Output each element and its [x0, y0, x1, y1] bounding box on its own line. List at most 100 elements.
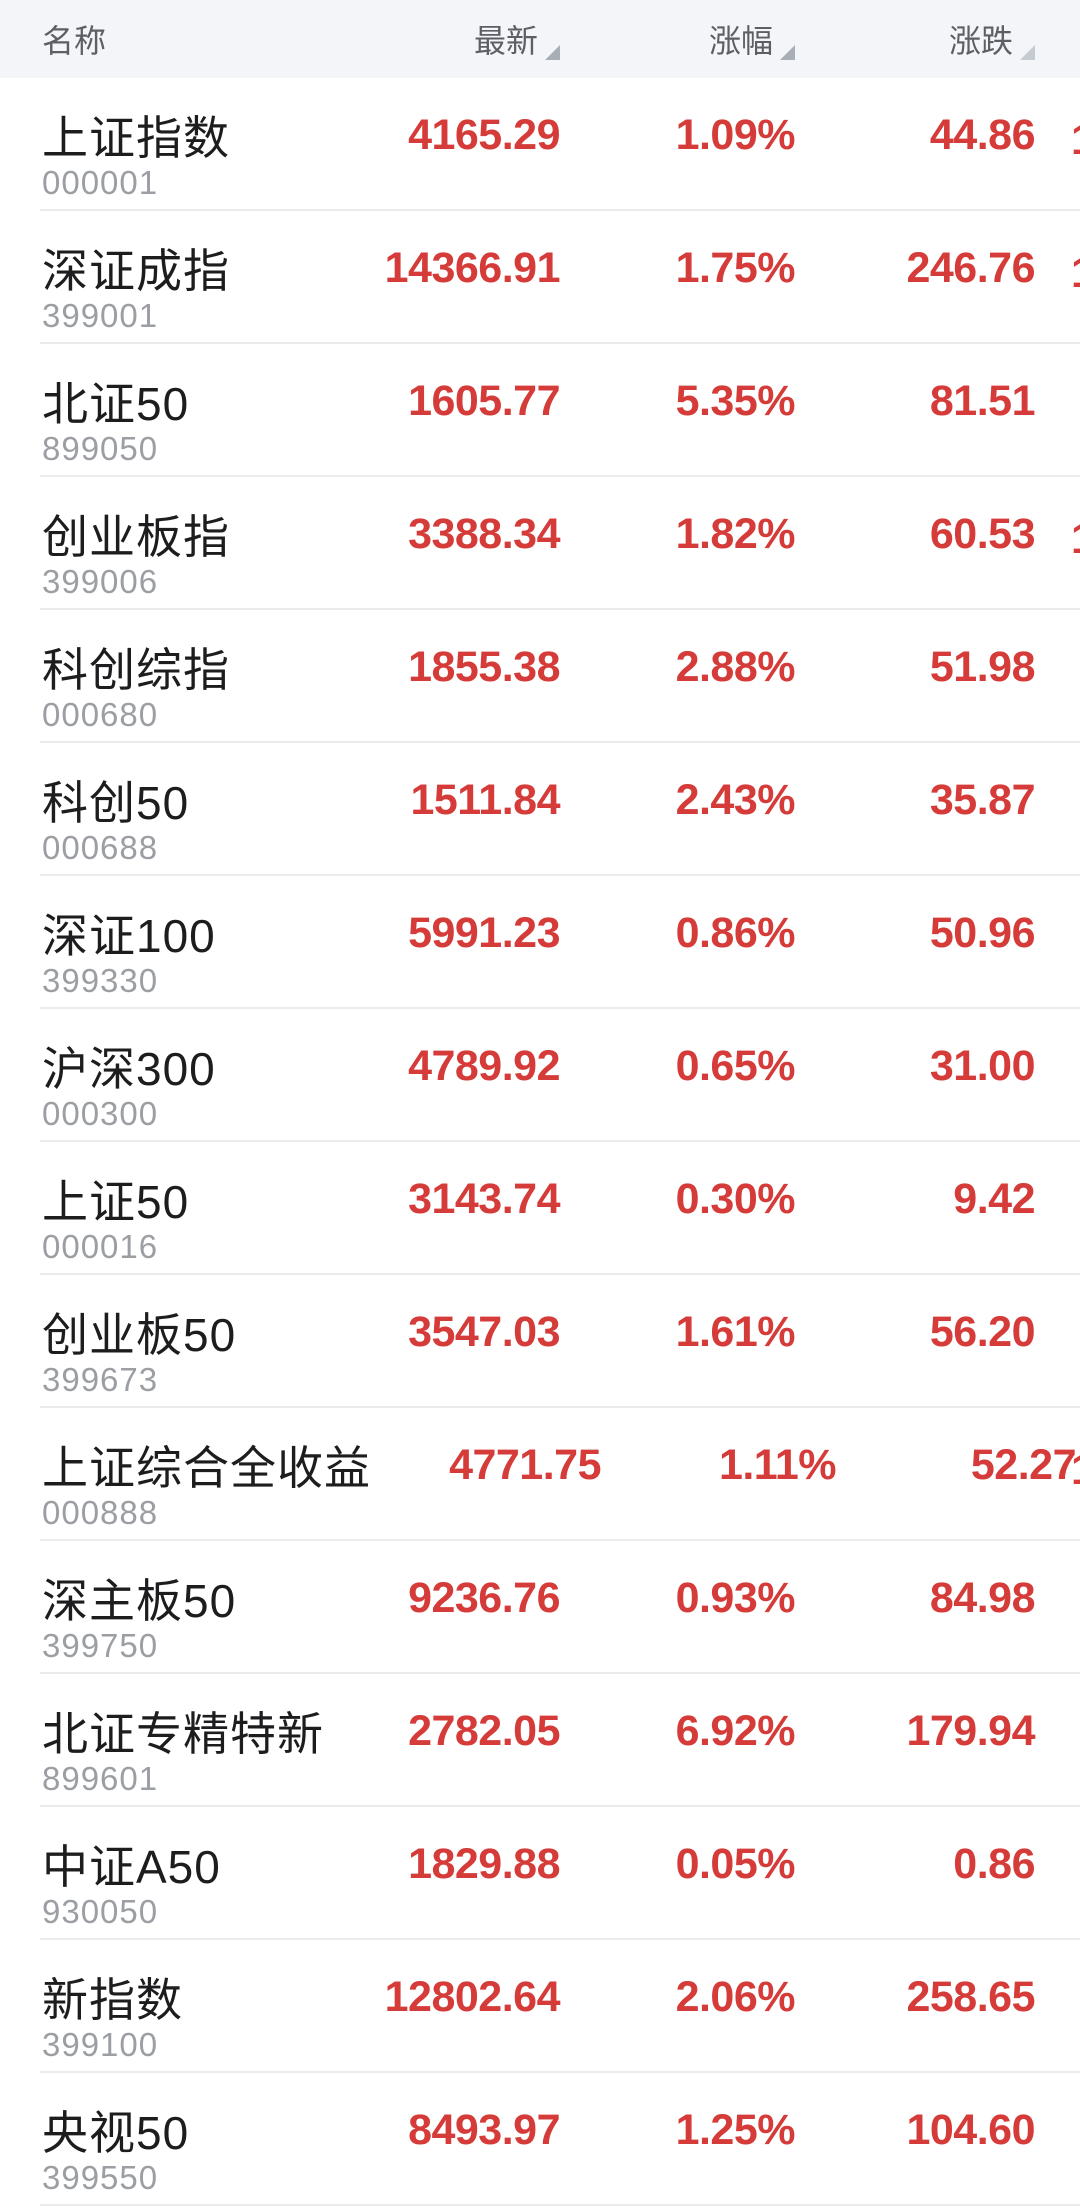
last-price: 3547.03	[408, 1307, 560, 1356]
index-row[interactable]: 科创50 000688 1511.84 2.43% 35.87	[0, 743, 1080, 876]
change-percent: 0.65%	[675, 1041, 796, 1090]
index-code: 399673	[42, 1361, 159, 1398]
change-amount: 56.20	[929, 1307, 1036, 1356]
index-code: 399100	[42, 2026, 159, 2063]
index-row[interactable]: 创业板指 399006 3388.34 1.82% 60.53 1	[0, 477, 1080, 610]
clipped-next-column-digit: 1	[1071, 116, 1080, 164]
change-amount: 31.00	[929, 1041, 1036, 1090]
index-row[interactable]: 央视50 399550 8493.97 1.25% 104.60	[0, 2073, 1080, 2206]
index-code: 000300	[42, 1095, 159, 1132]
index-code: 899050	[42, 430, 159, 467]
index-name: 上证50	[42, 1176, 190, 1228]
index-row[interactable]: 上证指数 000001 4165.29 1.09% 44.86 1	[0, 78, 1080, 211]
table-header: 名称 最新 涨幅 涨跌	[0, 0, 1080, 78]
change-percent: 0.05%	[675, 1839, 796, 1888]
index-name: 科创50	[42, 777, 190, 829]
change-percent: 0.30%	[675, 1174, 796, 1223]
index-row[interactable]: 上证综合全收益 000888 4771.75 1.11% 52.27 1	[0, 1408, 1080, 1541]
change-amount: 50.96	[929, 908, 1036, 957]
last-price: 9236.76	[408, 1573, 560, 1622]
index-name: 沪深300	[42, 1043, 216, 1095]
index-name: 央视50	[42, 2107, 190, 2159]
last-price: 4789.92	[408, 1041, 560, 1090]
index-name: 北证专精特新	[42, 1708, 324, 1760]
change-percent: 1.61%	[675, 1307, 796, 1356]
change-amount: 84.98	[929, 1573, 1036, 1622]
index-code: 399550	[42, 2159, 159, 2196]
clipped-next-column-digit: 1	[1071, 515, 1080, 563]
change-percent: 2.06%	[675, 1972, 796, 2021]
index-row[interactable]: 科创综指 000680 1855.38 2.88% 51.98	[0, 610, 1080, 743]
column-header-name-label: 名称	[42, 23, 107, 59]
index-name: 创业板50	[42, 1309, 237, 1361]
index-list: 上证指数 000001 4165.29 1.09% 44.86 1 深证成指 3…	[0, 78, 1080, 2206]
last-price: 4771.75	[449, 1440, 601, 1489]
last-price: 2782.05	[408, 1706, 560, 1755]
index-row[interactable]: 上证50 000016 3143.74 0.30% 9.42	[0, 1142, 1080, 1275]
index-row[interactable]: 深主板50 399750 9236.76 0.93% 84.98	[0, 1541, 1080, 1674]
index-row[interactable]: 沪深300 000300 4789.92 0.65% 31.00	[0, 1009, 1080, 1142]
change-percent: 1.25%	[675, 2105, 796, 2154]
last-price: 3143.74	[408, 1174, 560, 1223]
change-amount: 44.86	[929, 110, 1036, 159]
change-amount: 52.27	[970, 1440, 1077, 1489]
last-price: 3388.34	[408, 509, 560, 558]
column-header-last[interactable]: 最新	[330, 16, 560, 62]
last-price: 14366.91	[384, 243, 561, 292]
change-amount: 9.42	[953, 1174, 1035, 1223]
sort-triangle-icon	[780, 45, 795, 60]
last-price: 8493.97	[408, 2105, 560, 2154]
change-amount: 0.86	[953, 1839, 1035, 1888]
index-name: 新指数	[42, 1974, 183, 2026]
index-code: 930050	[42, 1893, 159, 1930]
index-code: 899601	[42, 1760, 159, 1797]
sort-triangle-icon	[1020, 45, 1035, 60]
index-name: 深主板50	[42, 1575, 237, 1627]
change-percent: 1.75%	[675, 243, 796, 292]
change-percent: 0.86%	[675, 908, 796, 957]
index-name: 中证A50	[42, 1841, 221, 1893]
sort-triangle-icon	[545, 45, 560, 60]
clipped-next-column-digit: 1	[1071, 249, 1080, 297]
index-name: 北证50	[42, 378, 190, 430]
change-percent: 6.92%	[675, 1706, 796, 1755]
last-price: 1829.88	[408, 1839, 560, 1888]
index-name: 上证综合全收益	[42, 1442, 371, 1494]
index-row[interactable]: 北证专精特新 899601 2782.05 6.92% 179.94	[0, 1674, 1080, 1807]
index-row[interactable]: 深证100 399330 5991.23 0.86% 50.96	[0, 876, 1080, 1009]
change-percent: 5.35%	[675, 376, 796, 425]
index-row[interactable]: 新指数 399100 12802.64 2.06% 258.65	[0, 1940, 1080, 2073]
index-row[interactable]: 中证A50 930050 1829.88 0.05% 0.86	[0, 1807, 1080, 1940]
column-header-change-amount[interactable]: 涨跌	[795, 16, 1035, 62]
last-price: 1511.84	[410, 775, 560, 824]
change-amount: 35.87	[929, 775, 1036, 824]
index-code: 399750	[42, 1627, 159, 1664]
index-code: 000680	[42, 696, 159, 733]
index-name: 深证100	[42, 910, 216, 962]
index-row[interactable]: 创业板50 399673 3547.03 1.61% 56.20	[0, 1275, 1080, 1408]
change-amount: 51.98	[929, 642, 1036, 691]
change-amount: 258.65	[906, 1972, 1035, 2021]
index-code: 399006	[42, 563, 159, 600]
last-price: 5991.23	[408, 908, 560, 957]
change-percent: 0.93%	[675, 1573, 796, 1622]
last-price: 1855.38	[408, 642, 560, 691]
change-amount: 60.53	[929, 509, 1036, 558]
change-percent: 1.11%	[718, 1440, 837, 1489]
last-price: 1605.77	[408, 376, 560, 425]
change-amount: 179.94	[906, 1706, 1035, 1755]
change-percent: 2.88%	[675, 642, 796, 691]
change-amount: 104.60	[906, 2105, 1035, 2154]
index-name: 深证成指	[42, 245, 230, 297]
clipped-next-column-digit: 1	[1071, 1446, 1080, 1494]
column-header-change-amount-label: 涨跌	[948, 23, 1013, 59]
last-price: 12802.64	[384, 1972, 561, 2021]
change-percent: 1.09%	[675, 110, 796, 159]
index-row[interactable]: 深证成指 399001 14366.91 1.75% 246.76 1	[0, 211, 1080, 344]
index-code: 000016	[42, 1228, 159, 1265]
change-amount: 81.51	[929, 376, 1036, 425]
index-code: 399001	[42, 297, 159, 334]
index-row[interactable]: 北证50 899050 1605.77 5.35% 81.51	[0, 344, 1080, 477]
column-header-change-percent[interactable]: 涨幅	[560, 16, 795, 62]
